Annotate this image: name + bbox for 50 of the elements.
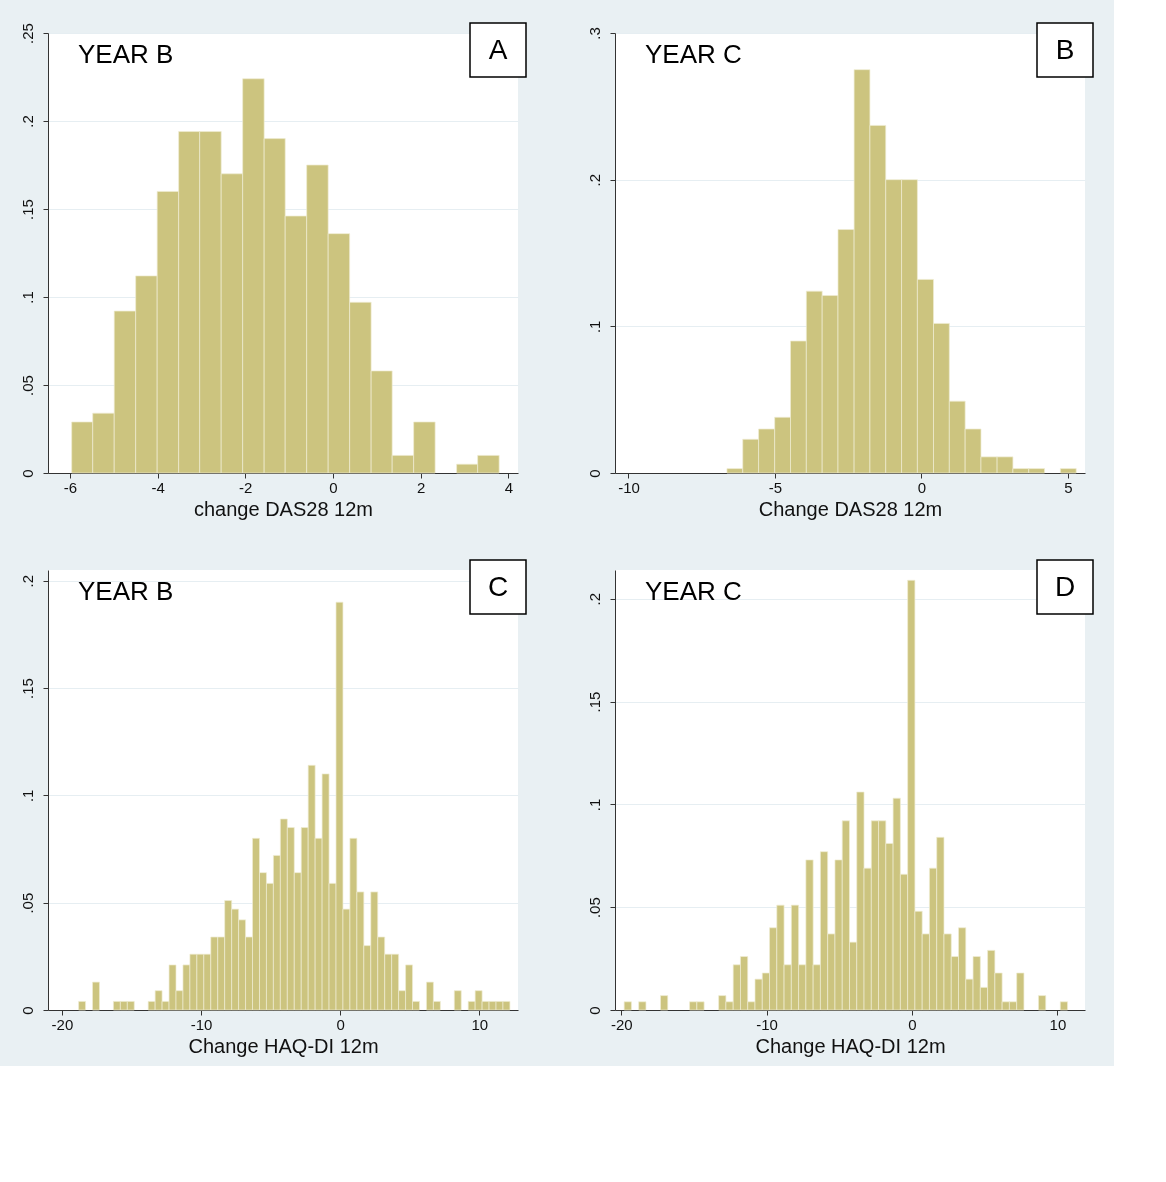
y-tick-label: .2	[585, 173, 603, 187]
x-axis-title: Change HAQ-DI 12m	[188, 1034, 379, 1057]
y-tick-label: 0	[18, 1006, 36, 1015]
x-tick-label: 0	[917, 478, 927, 496]
x-tick-label: -10	[190, 1015, 213, 1033]
chart-title: YEAR B	[78, 39, 174, 69]
y-tick-label: .2	[18, 574, 36, 588]
x-tick-label: -4	[151, 478, 165, 496]
x-tick-label: -5	[768, 478, 783, 496]
y-tick-label: .1	[585, 798, 603, 812]
chart-title: YEAR C	[645, 576, 742, 606]
y-tick-label: .15	[18, 678, 36, 699]
y-tick-label: 0	[585, 1006, 603, 1015]
y-tick-label: .05	[585, 897, 603, 919]
y-tick-label: .05	[18, 892, 36, 914]
annotation: C	[487, 571, 509, 602]
x-axis-title: Change HAQ-DI 12m	[755, 1034, 946, 1057]
y-tick-label: .2	[18, 115, 36, 128]
x-tick-label: 10	[1049, 1015, 1067, 1033]
annotation: D	[1054, 571, 1076, 602]
annotation: B	[1055, 34, 1075, 65]
x-tick-label: -20	[51, 1015, 74, 1033]
annotation: A	[488, 34, 508, 65]
x-tick-label: -10	[618, 478, 640, 496]
y-tick-label: .15	[18, 199, 36, 220]
x-tick-label: 10	[471, 1015, 489, 1033]
x-tick-label: -6	[63, 478, 78, 496]
y-tick-label: .2	[585, 593, 603, 606]
x-tick-label: 0	[908, 1015, 917, 1033]
x-axis-title: change DAS28 12m	[193, 497, 374, 520]
y-tick-label: .25	[18, 23, 36, 44]
x-tick-label: 2	[417, 478, 426, 496]
y-tick-label: .1	[18, 291, 36, 304]
y-tick-label: 0	[18, 469, 36, 478]
x-tick-label: 5	[1064, 478, 1073, 496]
y-tick-label: .3	[585, 27, 603, 40]
y-tick-label: .1	[585, 320, 603, 334]
x-tick-label: 0	[329, 478, 338, 496]
x-tick-label: 4	[504, 478, 514, 496]
y-tick-label: .1	[18, 789, 36, 803]
chart-title: YEAR B	[78, 576, 174, 606]
x-tick-label: -2	[239, 478, 253, 496]
x-tick-label: -10	[756, 1015, 778, 1033]
chart-title: YEAR C	[645, 39, 742, 69]
y-tick-label: .15	[585, 691, 603, 713]
y-tick-label: .05	[18, 375, 36, 396]
x-axis-title: Change DAS28 12m	[758, 497, 943, 520]
x-tick-label: 0	[336, 1015, 345, 1033]
x-tick-label: -20	[610, 1015, 633, 1033]
y-tick-label: 0	[585, 469, 603, 478]
